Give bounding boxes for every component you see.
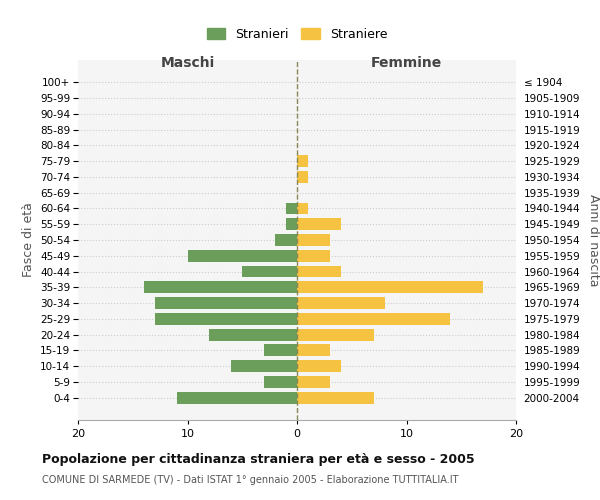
- Y-axis label: Anni di nascita: Anni di nascita: [587, 194, 600, 286]
- Bar: [232, 360, 297, 372]
- Bar: [155, 297, 297, 309]
- Y-axis label: Fasce di età: Fasce di età: [22, 202, 35, 278]
- Bar: [297, 234, 330, 246]
- Bar: [297, 313, 450, 325]
- Bar: [297, 344, 330, 356]
- Bar: [264, 376, 297, 388]
- Bar: [297, 297, 385, 309]
- Bar: [297, 250, 330, 262]
- Text: Popolazione per cittadinanza straniera per età e sesso - 2005: Popolazione per cittadinanza straniera p…: [42, 452, 475, 466]
- Bar: [297, 360, 341, 372]
- Bar: [286, 218, 297, 230]
- Bar: [297, 202, 308, 214]
- Bar: [187, 250, 297, 262]
- Legend: Stranieri, Straniere: Stranieri, Straniere: [202, 23, 392, 46]
- Bar: [209, 328, 297, 340]
- Text: COMUNE DI SARMEDE (TV) - Dati ISTAT 1° gennaio 2005 - Elaborazione TUTTITALIA.IT: COMUNE DI SARMEDE (TV) - Dati ISTAT 1° g…: [42, 475, 458, 485]
- Bar: [176, 392, 297, 404]
- Text: Maschi: Maschi: [160, 56, 215, 70]
- Text: Femmine: Femmine: [371, 56, 442, 70]
- Bar: [297, 328, 374, 340]
- Bar: [144, 282, 297, 293]
- Bar: [264, 344, 297, 356]
- Bar: [297, 376, 330, 388]
- Bar: [297, 155, 308, 167]
- Bar: [297, 218, 341, 230]
- Bar: [286, 202, 297, 214]
- Bar: [297, 171, 308, 183]
- Bar: [297, 266, 341, 278]
- Bar: [242, 266, 297, 278]
- Bar: [297, 392, 374, 404]
- Bar: [155, 313, 297, 325]
- Bar: [297, 282, 483, 293]
- Bar: [275, 234, 297, 246]
